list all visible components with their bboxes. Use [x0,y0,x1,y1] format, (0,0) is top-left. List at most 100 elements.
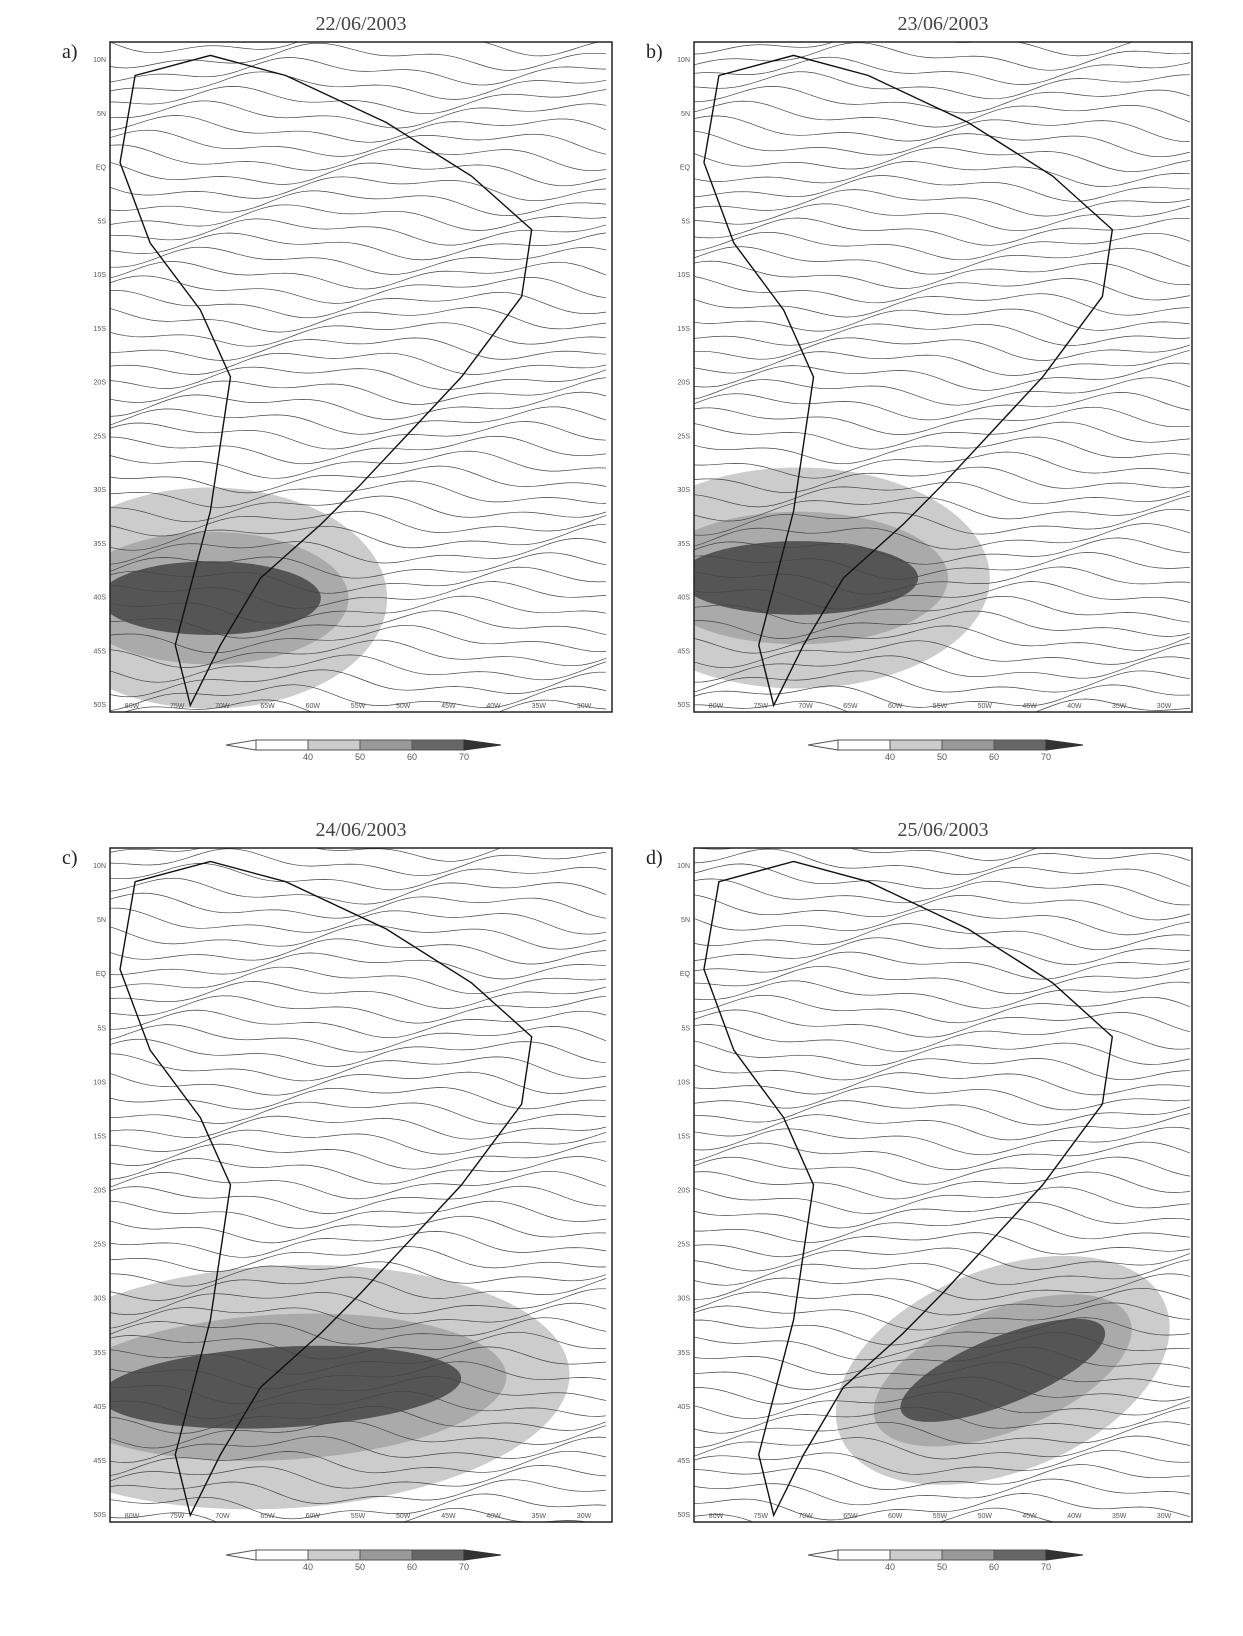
lon-label: 55W [351,1513,366,1520]
colorbar-end [1046,740,1083,750]
lat-label: EQ [680,165,691,172]
lon-label: 65W [843,703,858,710]
colorbar-label: 40 [885,1562,895,1572]
colorbar-label: 40 [303,752,313,762]
lat-label: 5N [681,111,690,118]
colorbar-segment [838,1550,890,1560]
streamline [694,72,1190,99]
streamline [694,176,1190,202]
lon-label: 80W [709,703,724,710]
lat-label: 20S [94,380,107,387]
streamline [694,995,1190,1023]
lon-label: 50W [978,1513,993,1520]
streamline [694,1523,1190,1550]
colorbar-label: 60 [407,752,417,762]
streamline [110,378,606,405]
streamline [110,247,606,274]
lat-label: EQ [96,971,107,978]
streamline [694,1157,1190,1184]
streamline [694,1041,1190,1066]
colorbar-segment [838,740,890,750]
streamline [694,938,1190,965]
lat-label: 5S [97,218,106,225]
lat-label: 35S [678,1350,691,1357]
streamline [694,407,1190,434]
lat-label: 10S [94,272,107,279]
streamline [694,294,1190,317]
lat-label: 15S [678,326,691,333]
streamline [694,86,1190,113]
streamline [694,324,1190,346]
colorbar-start [226,740,256,750]
lon-label: 55W [933,1513,948,1520]
streamline [110,967,606,994]
streamline [110,130,606,156]
lon-label: 40W [1067,1513,1082,1520]
lat-label: 5N [681,917,690,924]
streamline [110,714,606,736]
colorbar-label: 70 [459,752,469,762]
streamline [694,909,1190,935]
lat-label: 20S [678,380,691,387]
streamline [110,367,606,390]
colorbar-label: 60 [989,752,999,762]
colorbar-label: 50 [355,1562,365,1572]
map [34,1,606,767]
streamline [694,1058,1190,1080]
lon-label: 45W [1022,703,1037,710]
streamline [694,378,1190,406]
lat-label: 40S [678,595,691,602]
lat-label: 10N [677,57,690,64]
streamline [110,451,606,478]
lat-label: 5S [681,218,690,225]
colorbar-segment [308,740,360,750]
colorbar-label: 60 [407,1562,417,1572]
lat-label: 30S [94,487,107,494]
lon-label: 70W [798,703,813,710]
streamline [110,1010,606,1038]
streamline [110,849,606,876]
streamline [110,43,606,70]
lat-label: 30S [678,487,691,494]
streamline [110,1216,606,1243]
streamline [694,309,1190,331]
lat-label: 5S [681,1025,690,1032]
lon-label: 60W [306,703,321,710]
colorbar-label: 50 [355,752,365,762]
lon-label: 75W [170,703,185,710]
lat-label: 20S [678,1188,691,1195]
streamline [110,233,606,260]
lon-label: 30W [1157,703,1172,710]
lon-label: 35W [532,1513,547,1520]
colorbar-label: 40 [303,1562,313,1572]
lat-label: 5S [97,1025,106,1032]
lon-label: 60W [888,703,903,710]
colorbar-end [464,740,501,750]
streamline [694,148,1190,172]
streamline [694,1142,1190,1170]
streamline [110,1186,606,1213]
streamline [694,162,1190,187]
streamline [110,863,606,890]
lon-label: 30W [577,703,592,710]
lat-label: 5N [97,917,106,924]
lon-label: 55W [351,703,366,710]
lat-label: 30S [678,1296,691,1303]
streamline [694,1217,1190,1242]
lat-label: 40S [678,1404,691,1411]
figure: 22/06/2003a)10N5NEQ5S10S15S20S25S30S35S4… [0,0,1243,1636]
lon-label: 45W [1022,1513,1037,1520]
lon-label: 65W [843,1513,858,1520]
streamline [110,1171,606,1199]
streamline [110,981,606,1008]
lat-label: 25S [678,433,691,440]
colorbar-label: 70 [1041,1562,1051,1572]
streamline [694,43,1190,70]
streamline [694,966,1190,994]
lat-label: EQ [96,165,107,172]
streamline [694,849,1190,875]
colorbar-segment [942,1550,994,1560]
colorbar-start [808,740,838,750]
colorbar-segment [412,1550,464,1560]
colorbar-start [226,1550,256,1560]
